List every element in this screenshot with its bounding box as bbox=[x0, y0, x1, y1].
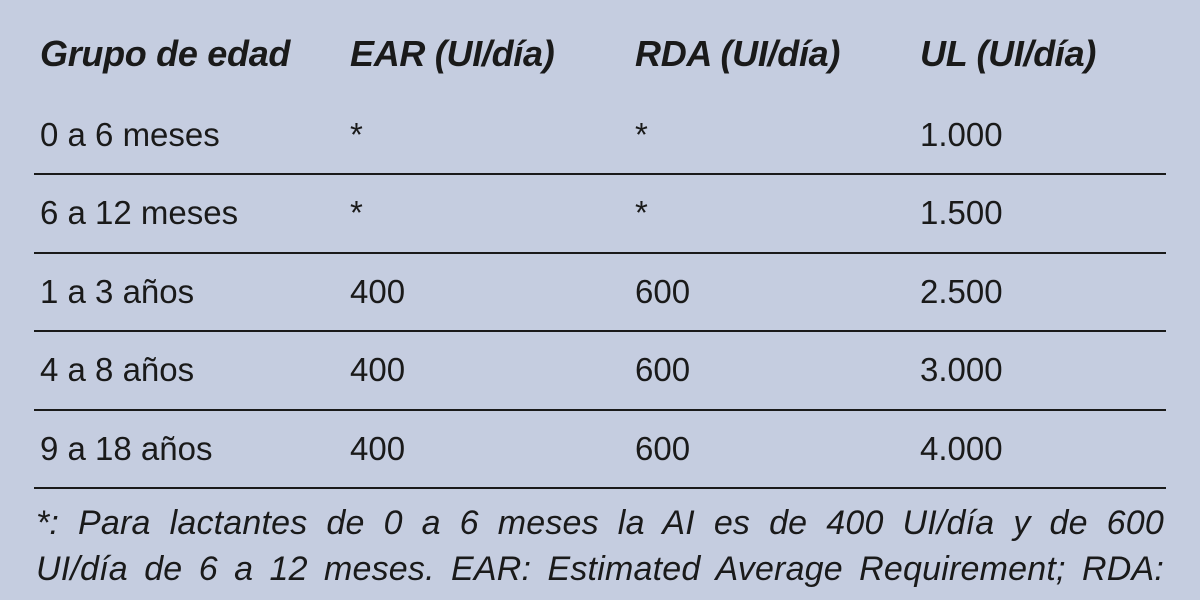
col-header-rda: RDA (UI/día) bbox=[629, 22, 914, 97]
table-row: 9 a 18 años 400 600 4.000 bbox=[34, 410, 1166, 489]
table-container: Grupo de edad EAR (UI/día) RDA (UI/día) … bbox=[0, 0, 1200, 600]
table-row: 4 a 8 años 400 600 3.000 bbox=[34, 331, 1166, 410]
cell-ul: 4.000 bbox=[914, 410, 1166, 489]
cell-ul: 1.500 bbox=[914, 174, 1166, 253]
cell-rda: 600 bbox=[629, 410, 914, 489]
cell-age: 1 a 3 años bbox=[34, 253, 344, 332]
cell-age: 6 a 12 meses bbox=[34, 174, 344, 253]
col-header-ul: UL (UI/día) bbox=[914, 22, 1166, 97]
cell-rda: 600 bbox=[629, 253, 914, 332]
cell-ear: 400 bbox=[344, 253, 629, 332]
cell-ear: * bbox=[344, 97, 629, 175]
cell-age: 4 a 8 años bbox=[34, 331, 344, 410]
cell-ul: 1.000 bbox=[914, 97, 1166, 175]
cell-ear: 400 bbox=[344, 331, 629, 410]
table-row: 1 a 3 años 400 600 2.500 bbox=[34, 253, 1166, 332]
cell-rda: * bbox=[629, 174, 914, 253]
col-header-ear: EAR (UI/día) bbox=[344, 22, 629, 97]
cell-ear: 400 bbox=[344, 410, 629, 489]
cell-ul: 3.000 bbox=[914, 331, 1166, 410]
table-row: 6 a 12 meses * * 1.500 bbox=[34, 174, 1166, 253]
table-row: 0 a 6 meses * * 1.000 bbox=[34, 97, 1166, 175]
table-header-row: Grupo de edad EAR (UI/día) RDA (UI/día) … bbox=[34, 22, 1166, 97]
cell-age: 9 a 18 años bbox=[34, 410, 344, 489]
footnote-text: *: Para lactantes de 0 a 6 meses la AI e… bbox=[34, 489, 1166, 600]
col-header-age: Grupo de edad bbox=[34, 22, 344, 97]
nutrition-table: Grupo de edad EAR (UI/día) RDA (UI/día) … bbox=[34, 22, 1166, 489]
cell-ear: * bbox=[344, 174, 629, 253]
cell-rda: * bbox=[629, 97, 914, 175]
cell-rda: 600 bbox=[629, 331, 914, 410]
cell-age: 0 a 6 meses bbox=[34, 97, 344, 175]
cell-ul: 2.500 bbox=[914, 253, 1166, 332]
